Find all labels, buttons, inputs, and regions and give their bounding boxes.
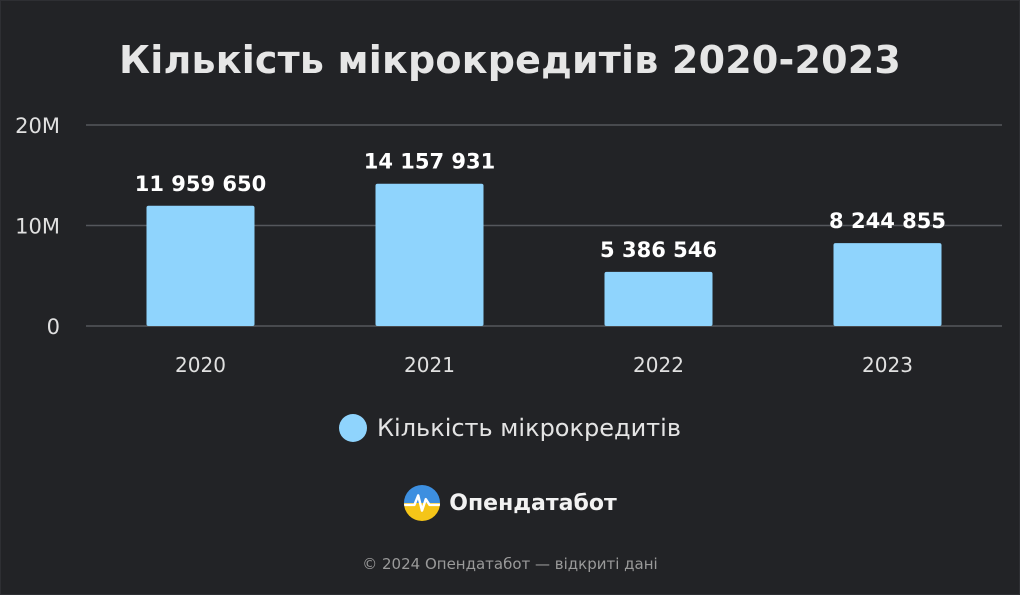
legend[interactable]: Кількість мікрокредитів <box>0 414 1020 442</box>
data-label-2021: 14 157 931 <box>364 150 496 174</box>
bar-2021[interactable] <box>375 183 484 326</box>
opendatabot-logo-icon <box>404 484 441 522</box>
bar-2020[interactable] <box>146 205 255 326</box>
footer-copyright: © 2024 Опендатабот — відкриті дані <box>362 555 658 573</box>
bar-chart: 0 10M 20M 11 959 650 14 157 931 5 386 546 8 2… <box>15 114 1002 377</box>
x-tick-label-2020: 2020 <box>175 353 226 377</box>
data-label-2020: 11 959 650 <box>135 172 267 196</box>
y-tick-label: 10M <box>15 215 60 239</box>
chart-title: Кількість мікрокредитів 2020-2023 <box>118 38 902 82</box>
y-tick-label: 20M <box>15 114 60 138</box>
legend-label: Кількість мікрокредитів <box>377 414 681 442</box>
data-labels: 11 959 650 14 157 931 5 386 546 8 244 855 <box>135 150 946 262</box>
bar-2023[interactable] <box>833 243 942 326</box>
x-tick-label-2021: 2021 <box>404 353 455 377</box>
legend-swatch <box>339 414 367 442</box>
data-label-2022: 5 386 546 <box>600 238 717 262</box>
data-label-2023: 8 244 855 <box>829 209 946 233</box>
bar-2022[interactable] <box>604 271 713 326</box>
y-tick-label: 0 <box>47 315 60 339</box>
brand: Опендатабот <box>0 484 1020 522</box>
x-tick-label-2023: 2023 <box>862 353 913 377</box>
x-tick-label-2022: 2022 <box>633 353 684 377</box>
y-axis-ticks: 0 10M 20M <box>15 114 60 339</box>
x-axis-ticks: 2020 2021 2022 2023 <box>175 353 913 377</box>
bars <box>146 183 942 326</box>
brand-name: Опендатабот <box>449 490 617 516</box>
